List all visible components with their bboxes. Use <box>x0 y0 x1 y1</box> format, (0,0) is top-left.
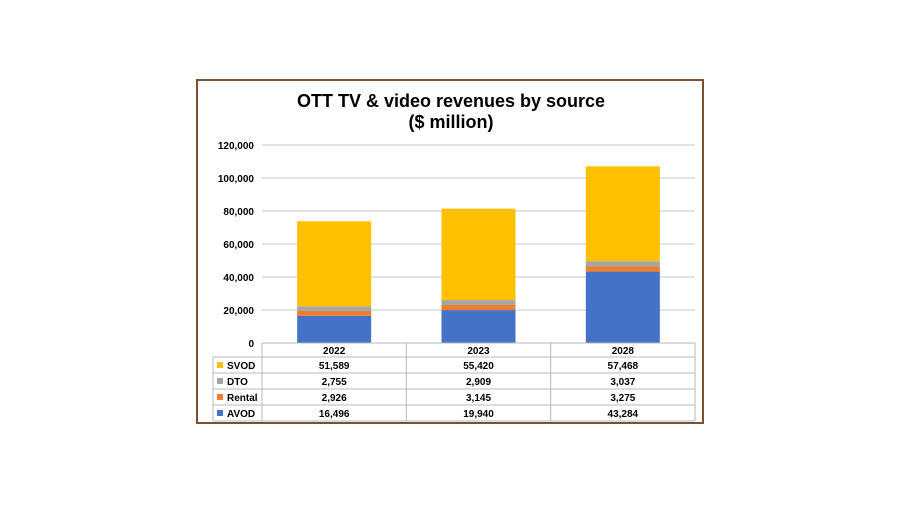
bar-rental-2022 <box>297 310 372 316</box>
series-name: Rental <box>227 393 258 404</box>
category-label: 2028 <box>612 346 635 357</box>
category-label: 2022 <box>323 346 346 357</box>
y-tick-label: 0 <box>248 339 254 350</box>
legend-key-rental <box>217 394 223 400</box>
y-tick-label: 80,000 <box>223 207 254 218</box>
table-cell: 3,145 <box>466 393 491 404</box>
chart: OTT TV & video revenues by source ($ mil… <box>212 91 696 422</box>
table-cell: 19,940 <box>463 409 494 420</box>
chart-frame: OTT TV & video revenues by source ($ mil… <box>196 79 704 424</box>
legend-key-dto <box>217 378 223 384</box>
bar-svod-2028 <box>585 166 660 262</box>
category-label: 2023 <box>467 346 490 357</box>
table-cell: 16,496 <box>319 409 350 420</box>
table-cell: 2,755 <box>322 377 347 388</box>
bar-dto-2028 <box>585 261 660 267</box>
table-cell: 3,275 <box>610 393 635 404</box>
bar-dto-2022 <box>297 306 372 311</box>
series-name: DTO <box>227 377 248 388</box>
chart-subtitle: ($ million) <box>409 112 494 132</box>
legend-key-avod <box>217 410 223 416</box>
y-tick-label: 120,000 <box>218 141 255 152</box>
series-name: AVOD <box>227 409 255 420</box>
table-cell: 43,284 <box>608 409 639 420</box>
legend-key-svod <box>217 362 223 368</box>
bar-avod-2022 <box>297 315 372 343</box>
table-cell: 55,420 <box>463 361 494 372</box>
bar-svod-2022 <box>297 221 372 307</box>
chart-title: OTT TV & video revenues by source <box>297 91 605 111</box>
y-tick-label: 60,000 <box>223 240 254 251</box>
bar-svod-2023 <box>441 208 516 301</box>
bar-avod-2028 <box>585 271 660 343</box>
bars <box>297 166 660 343</box>
y-tick-label: 20,000 <box>223 306 254 317</box>
series-name: SVOD <box>227 361 255 372</box>
y-tick-label: 100,000 <box>218 174 255 185</box>
y-axis-ticks: 0 20,000 40,000 60,000 80,000 100,000 120,000 <box>218 141 255 350</box>
table-cell: 2,909 <box>466 377 491 388</box>
table-cell: 57,468 <box>608 361 639 372</box>
table-cell: 3,037 <box>610 377 635 388</box>
bar-avod-2023 <box>441 310 516 343</box>
bar-rental-2023 <box>441 304 516 311</box>
bar-dto-2023 <box>441 300 516 305</box>
data-table: 2022 2023 2028 SVOD 51,589 55,420 57,468 DTO 2,7… <box>212 342 696 422</box>
bar-rental-2028 <box>585 266 660 272</box>
y-tick-label: 40,000 <box>223 273 254 284</box>
table-cell: 2,926 <box>322 393 347 404</box>
table-cell: 51,589 <box>319 361 350 372</box>
